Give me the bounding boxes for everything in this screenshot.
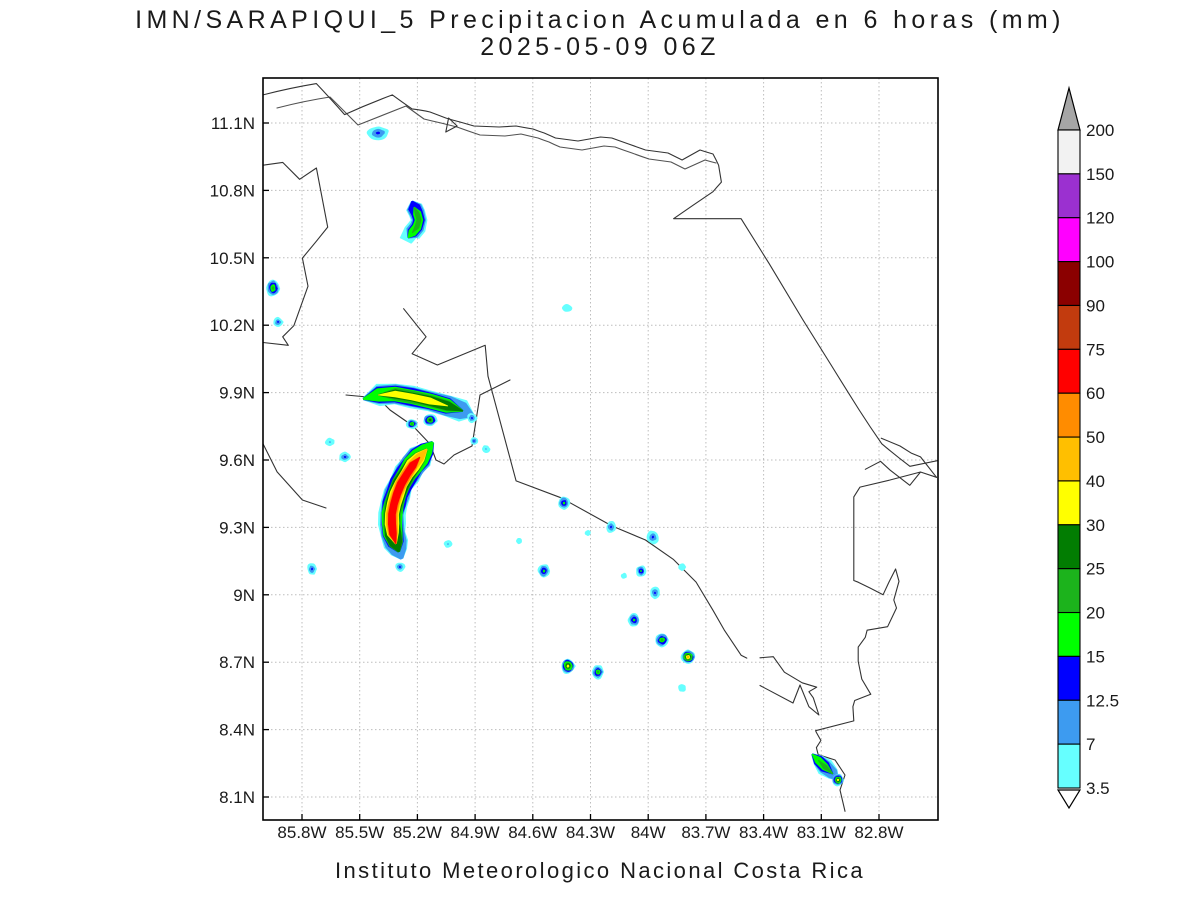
svg-text:8.1N: 8.1N <box>219 788 255 807</box>
svg-text:50: 50 <box>1086 428 1105 447</box>
svg-text:100: 100 <box>1086 253 1114 272</box>
svg-text:10.2N: 10.2N <box>210 316 255 335</box>
svg-text:83.4W: 83.4W <box>739 823 788 842</box>
svg-text:3.5: 3.5 <box>1086 779 1110 798</box>
svg-text:7: 7 <box>1086 735 1095 754</box>
svg-text:85.2W: 85.2W <box>393 823 442 842</box>
svg-text:84.3W: 84.3W <box>566 823 615 842</box>
svg-text:90: 90 <box>1086 296 1105 315</box>
svg-text:9N: 9N <box>233 586 255 605</box>
svg-text:10.8N: 10.8N <box>210 181 255 200</box>
svg-text:9.6N: 9.6N <box>219 451 255 470</box>
svg-text:11.1N: 11.1N <box>211 114 255 133</box>
svg-text:12.5: 12.5 <box>1086 691 1119 710</box>
svg-text:9.3N: 9.3N <box>219 518 255 537</box>
svg-text:84.6W: 84.6W <box>508 823 557 842</box>
svg-text:15: 15 <box>1086 647 1105 666</box>
svg-text:83.1W: 83.1W <box>797 823 846 842</box>
svg-text:82.8W: 82.8W <box>854 823 903 842</box>
svg-text:20: 20 <box>1086 604 1105 623</box>
svg-text:150: 150 <box>1086 165 1114 184</box>
svg-text:84.9W: 84.9W <box>451 823 500 842</box>
svg-text:120: 120 <box>1086 209 1114 228</box>
svg-text:8.7N: 8.7N <box>219 653 255 672</box>
svg-text:84W: 84W <box>631 823 666 842</box>
svg-text:10.5N: 10.5N <box>210 249 255 268</box>
svg-text:85.5W: 85.5W <box>335 823 384 842</box>
svg-text:8.4N: 8.4N <box>219 721 255 740</box>
svg-text:60: 60 <box>1086 384 1105 403</box>
svg-text:30: 30 <box>1086 516 1105 535</box>
svg-text:75: 75 <box>1086 340 1105 359</box>
svg-text:200: 200 <box>1086 121 1114 140</box>
svg-text:25: 25 <box>1086 560 1105 579</box>
svg-text:9.9N: 9.9N <box>219 384 255 403</box>
svg-text:40: 40 <box>1086 472 1105 491</box>
svg-text:83.7W: 83.7W <box>681 823 730 842</box>
svg-text:85.8W: 85.8W <box>277 823 326 842</box>
